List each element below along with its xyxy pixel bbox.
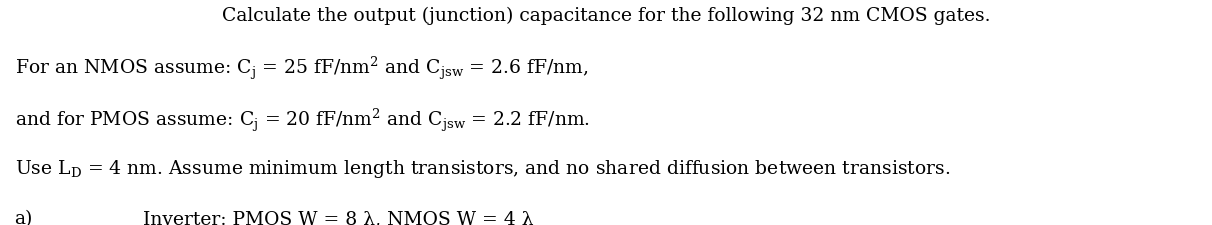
Text: and for PMOS assume: $\mathregular{C_j}$ = 20 fF/nm$\mathregular{^2}$ and $\math: and for PMOS assume: $\mathregular{C_j}$… [15,106,589,133]
Text: Calculate the output (junction) capacitance for the following 32 nm CMOS gates.: Calculate the output (junction) capacita… [222,7,990,25]
Text: Inverter: PMOS W = 8 λ, NMOS W = 4 λ: Inverter: PMOS W = 8 λ, NMOS W = 4 λ [143,209,533,225]
Text: For an NMOS assume: $\mathregular{C_j}$ = 25 fF/nm$\mathregular{^2}$ and $\mathr: For an NMOS assume: $\mathregular{C_j}$ … [15,54,588,81]
Text: Use $\mathregular{L_D}$ = 4 nm. Assume minimum length transistors, and no shared: Use $\mathregular{L_D}$ = 4 nm. Assume m… [15,158,950,179]
Text: a): a) [15,209,33,225]
